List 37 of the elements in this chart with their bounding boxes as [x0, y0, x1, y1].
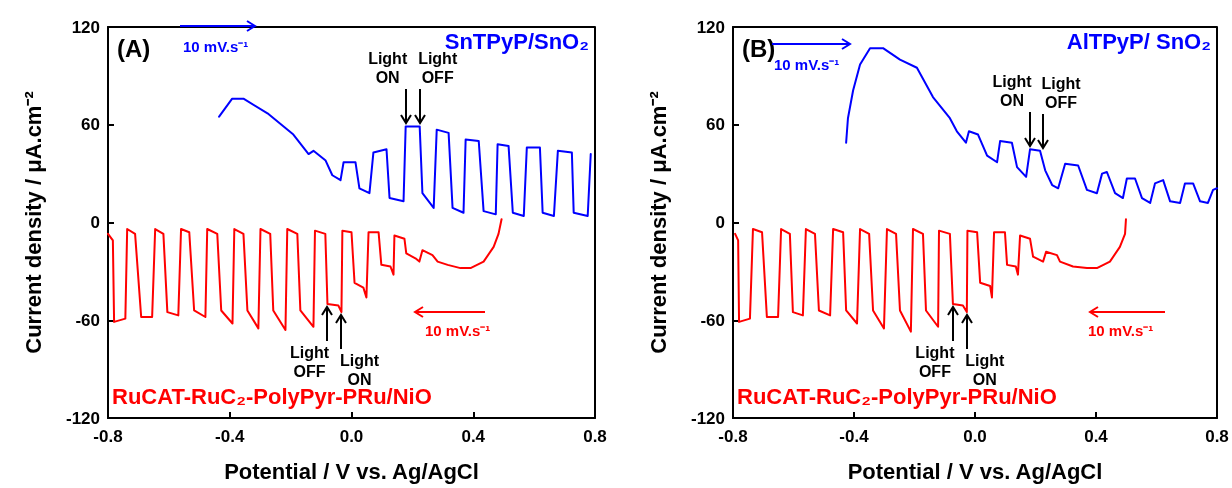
annotation: Light OFF [1041, 73, 1081, 112]
y-tick-label: -120 [690, 408, 725, 428]
y-tick-label: 0 [90, 213, 100, 232]
y-tick-label: -60 [75, 310, 100, 330]
y-tick-label: -120 [65, 408, 100, 428]
annotation: Light ON [992, 72, 1032, 111]
y-tick-label: 60 [706, 115, 725, 135]
annotation: Light OFF [289, 342, 329, 381]
x-tick-label: -0.4 [215, 427, 245, 446]
annotation: Light ON [368, 49, 408, 88]
y-tick-label: 0 [715, 213, 725, 232]
x-tick-label: 0.4 [461, 427, 486, 446]
chart-title: (A) [117, 34, 151, 62]
annotation: 10 mV.s⁻¹ [425, 321, 491, 340]
annotation: 10 mV.s⁻¹ [774, 55, 840, 74]
x-tick-label: -0.4 [839, 427, 870, 446]
x-tick-label: 0.4 [1084, 427, 1109, 446]
y-tick-label: 60 [81, 115, 100, 135]
x-axis-title: Potential / V vs. Ag/AgCl [224, 458, 479, 484]
annotation: 10 mV.s⁻¹ [183, 37, 249, 56]
text: AlTPyP/ SnO₂ [1066, 29, 1211, 55]
x-tick-label: 0.0 [963, 427, 987, 446]
y-axis-title: Current density / μA.cm⁻² [20, 91, 46, 354]
chart-title: (B) [742, 34, 776, 62]
y-axis-title: Current density / μA.cm⁻² [645, 91, 671, 354]
line-series [218, 97, 592, 217]
x-tick-label: 0.8 [583, 427, 607, 446]
x-axis-title: Potential / V vs. Ag/AgCl [847, 458, 1103, 484]
x-tick-label: -0.8 [718, 427, 748, 446]
x-tick-label: 0.0 [339, 427, 364, 446]
y-tick-label: -60 [700, 310, 725, 330]
x-tick-label: 0.8 [1205, 427, 1229, 446]
annotation: Light OFF [915, 342, 955, 381]
annotation: 10 mV.s⁻¹ [1088, 321, 1154, 340]
y-tick-label: 120 [696, 17, 725, 37]
x-tick-label: -0.8 [93, 427, 123, 446]
y-tick-label: 120 [71, 17, 100, 37]
